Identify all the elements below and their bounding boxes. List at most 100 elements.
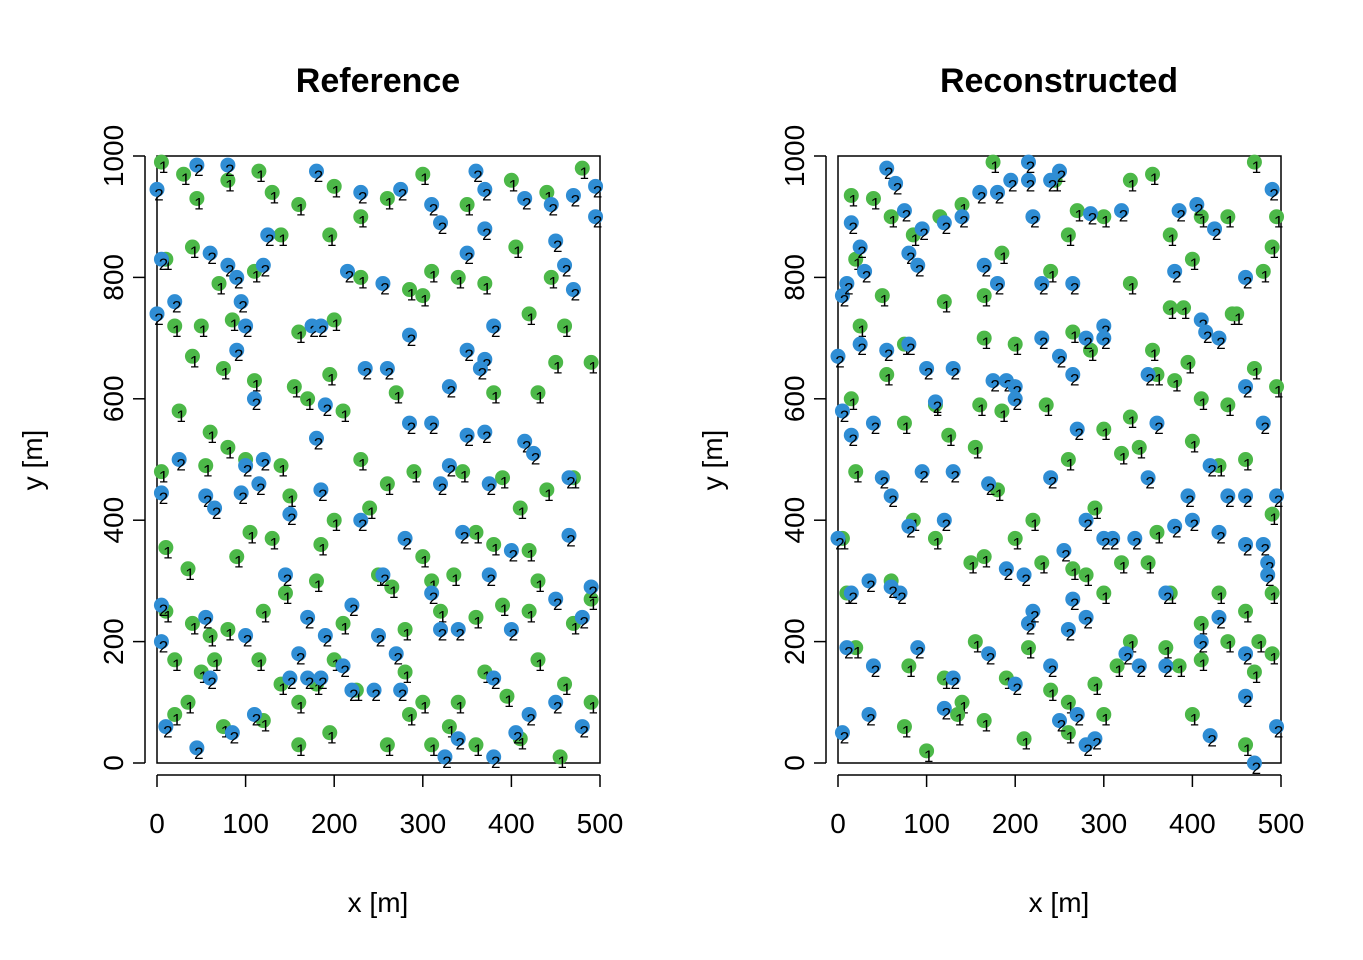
point-label: 1	[1066, 698, 1075, 717]
point-label: 1	[1048, 686, 1057, 705]
point-label: 2	[376, 632, 385, 651]
point-label: 2	[1061, 547, 1070, 566]
point-label: 1	[1088, 346, 1097, 365]
point-label: 2	[871, 419, 880, 438]
point-label: 1	[296, 698, 305, 717]
point-label: 1	[1216, 462, 1225, 481]
point-class-2	[830, 348, 846, 364]
point-class-2	[1198, 324, 1214, 340]
point-label: 1	[500, 474, 509, 493]
point-class-2	[1131, 658, 1147, 674]
point-label: 1	[234, 553, 243, 572]
point-class-2	[843, 215, 859, 231]
point-class-1	[865, 190, 881, 206]
y-axis-label: y [m]	[17, 430, 48, 491]
point-class-2	[344, 682, 360, 698]
point-class-1	[397, 664, 413, 680]
point-class-1	[1211, 585, 1227, 601]
point-class-1	[291, 197, 307, 213]
point-label: 1	[853, 468, 862, 487]
point-label: 2	[1243, 383, 1252, 402]
point-label: 1	[509, 176, 518, 195]
point-class-2	[397, 530, 413, 546]
point-label: 1	[327, 231, 336, 250]
point-class-2	[583, 579, 599, 595]
point-class-2	[588, 209, 604, 225]
point-label: 2	[950, 674, 959, 693]
point-class-1	[326, 512, 342, 528]
point-class-2	[149, 306, 165, 322]
point-class-1	[941, 427, 957, 443]
point-label: 1	[1092, 680, 1101, 699]
point-class-1	[1145, 342, 1161, 358]
point-label: 1	[1026, 644, 1035, 663]
x-tick-label: 100	[903, 808, 950, 839]
point-label: 2	[862, 267, 871, 286]
point-class-2	[238, 318, 254, 334]
point-label: 2	[571, 286, 580, 305]
point-class-2	[1171, 203, 1187, 219]
point-class-1	[450, 694, 466, 710]
point-label: 1	[278, 680, 287, 699]
point-label: 2	[1185, 492, 1194, 511]
point-class-1	[1246, 360, 1262, 376]
point-class-2	[198, 609, 214, 625]
point-label: 2	[884, 346, 893, 365]
point-label: 2	[358, 188, 367, 207]
point-class-1	[1065, 561, 1081, 577]
point-label: 1	[185, 698, 194, 717]
point-class-2	[981, 476, 997, 492]
point-label: 1	[999, 407, 1008, 426]
point-class-1	[167, 652, 183, 668]
point-label: 1	[1101, 710, 1110, 729]
point-class-2	[260, 227, 276, 243]
point-class-1	[1220, 634, 1236, 650]
point-label: 1	[473, 613, 482, 632]
point-label: 2	[884, 164, 893, 183]
point-class-1	[495, 470, 511, 486]
point-label: 2	[897, 589, 906, 608]
point-label: 1	[389, 583, 398, 602]
point-label: 1	[1012, 534, 1021, 553]
y-tick-label: 400	[779, 497, 810, 544]
point-class-2	[1052, 713, 1067, 729]
point-label: 1	[588, 595, 597, 614]
point-class-1	[486, 385, 502, 401]
point-label: 1	[278, 231, 287, 250]
x-tick-label: 300	[1080, 808, 1127, 839]
point-class-1	[246, 373, 262, 389]
y-axis-label: y [m]	[697, 430, 728, 491]
point-label: 2	[919, 225, 928, 244]
point-class-2	[1065, 591, 1081, 607]
point-label: 2	[287, 674, 296, 693]
point-class-2	[424, 585, 440, 601]
point-label: 2	[1172, 522, 1181, 541]
point-label: 2	[1012, 395, 1021, 414]
point-label: 2	[243, 632, 252, 651]
point-label: 2	[924, 364, 933, 383]
point-label: 2	[1092, 735, 1101, 754]
point-label: 2	[456, 735, 465, 754]
point-label: 2	[526, 710, 535, 729]
point-class-1	[282, 488, 298, 504]
point-class-1	[521, 306, 537, 322]
point-label: 1	[1243, 607, 1252, 626]
point-label: 2	[380, 571, 389, 590]
x-axis-label: x [m]	[1029, 887, 1090, 918]
point-label: 2	[305, 674, 314, 693]
point-label: 2	[385, 364, 394, 383]
point-class-1	[1264, 646, 1280, 662]
point-label: 1	[252, 267, 261, 286]
point-label: 2	[1083, 741, 1092, 760]
point-label: 1	[1101, 589, 1110, 608]
point-class-1	[1060, 227, 1076, 243]
point-label: 2	[562, 261, 571, 280]
point-label: 2	[593, 182, 602, 201]
point-label: 2	[1274, 492, 1283, 511]
point-class-1	[379, 190, 395, 206]
point-class-1	[180, 694, 196, 710]
point-label: 1	[1150, 346, 1159, 365]
point-class-2	[998, 561, 1014, 577]
point-label: 2	[1216, 613, 1225, 632]
